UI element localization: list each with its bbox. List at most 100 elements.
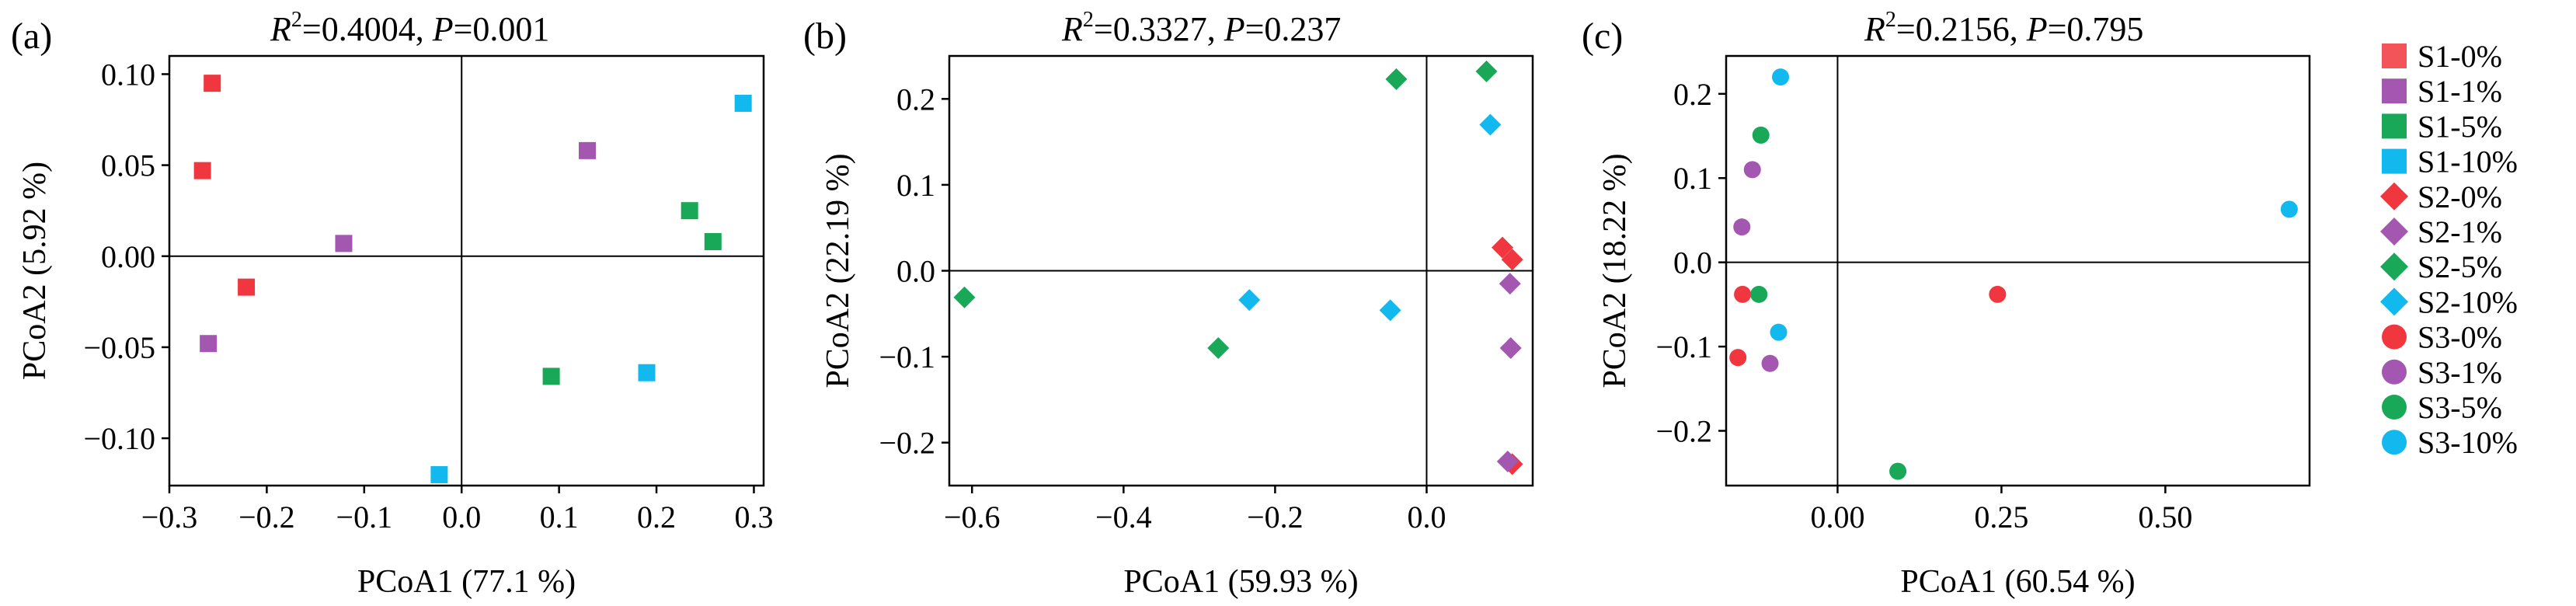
legend-diamond-icon — [2380, 252, 2408, 281]
title-r2-value: =0.2156, — [1896, 10, 2027, 48]
y-axis-label: PCoA2 (18.22 %) — [1597, 153, 1633, 388]
legend-diamond-icon — [2380, 287, 2408, 316]
data-point-circle — [1734, 285, 1752, 303]
data-point-diamond — [1207, 337, 1230, 360]
title-r-symbol: R — [1864, 10, 1885, 48]
legend: S1-0%S1-1%S1-5%S1-10%S2-0%S2-1%S2-5%S2-1… — [2380, 39, 2518, 460]
data-point-square — [638, 364, 656, 381]
x-tick-label: −0.2 — [1247, 500, 1304, 535]
legend-square-icon — [2382, 78, 2407, 104]
legend-diamond-icon — [2380, 182, 2408, 211]
data-point-diamond — [1379, 299, 1401, 322]
data-points — [1729, 68, 2298, 480]
data-point-square — [542, 367, 560, 385]
legend-circle-icon — [2382, 430, 2407, 455]
legend-square-icon — [2382, 148, 2407, 174]
data-point-diamond — [1501, 249, 1523, 271]
title-r-symbol: R — [1061, 10, 1083, 48]
legend-label: S1-1% — [2418, 74, 2502, 109]
legend-label: S2-1% — [2418, 214, 2502, 249]
title-p-symbol: P — [2026, 10, 2048, 48]
title-p-symbol: P — [1224, 10, 1245, 48]
legend-label: S1-5% — [2418, 109, 2502, 144]
title-superscript: 2 — [1885, 8, 1896, 32]
data-point-square — [335, 235, 353, 252]
data-point-circle — [1743, 161, 1761, 179]
data-point-circle — [1989, 285, 2007, 303]
legend-square-icon — [2382, 113, 2407, 139]
data-points — [953, 60, 1523, 475]
title-r-symbol: R — [270, 10, 291, 48]
x-tick-label: 0.3 — [734, 500, 773, 535]
data-point-circle — [1733, 218, 1751, 236]
data-point-diamond — [1499, 273, 1521, 295]
title-p-symbol: P — [432, 10, 454, 48]
title-superscript: 2 — [1083, 8, 1094, 32]
data-point-square — [430, 465, 448, 483]
data-point-square — [579, 141, 597, 159]
x-tick-label: 0.00 — [1810, 500, 1864, 535]
data-point-diamond — [1496, 451, 1519, 473]
panel-tag: (b) — [803, 16, 847, 57]
y-tick-label: −0.1 — [879, 340, 935, 374]
legend-circle-icon — [2382, 395, 2407, 420]
title-p-value: =0.001 — [454, 10, 550, 48]
legend-square-icon — [2382, 44, 2407, 68]
legend-label: S2-5% — [2418, 249, 2502, 284]
data-point-diamond — [1499, 337, 1522, 360]
plot-frame — [168, 54, 765, 487]
data-point-circle — [1729, 349, 1747, 367]
y-tick-label: −0.2 — [879, 426, 935, 461]
y-tick-label: 0.00 — [101, 239, 155, 274]
x-axis-label: PCoA1 (60.54 %) — [1900, 564, 2135, 600]
data-point-square — [238, 278, 256, 296]
x-axis-label: PCoA1 (59.93 %) — [1123, 564, 1358, 600]
panel-tag: (a) — [11, 16, 52, 57]
data-point-circle — [1772, 68, 1790, 86]
data-point-circle — [2280, 200, 2298, 218]
data-point-circle — [1889, 462, 1907, 480]
data-point-diamond — [1491, 236, 1513, 259]
data-point-circle — [1770, 323, 1788, 341]
data-point-square — [734, 94, 752, 112]
data-point-diamond — [953, 286, 976, 308]
legend-label: S3-0% — [2418, 320, 2502, 355]
legend-label: S1-10% — [2418, 145, 2518, 179]
x-tick-label: 0.1 — [540, 500, 579, 535]
y-tick-label: 0.2 — [1673, 77, 1712, 112]
y-tick-label: 0.2 — [896, 82, 935, 117]
data-point-diamond — [1479, 113, 1502, 136]
y-tick-label: −0.1 — [1655, 329, 1712, 364]
data-points — [193, 75, 752, 483]
data-point-circle — [1750, 285, 1768, 303]
y-tick-label: −0.05 — [83, 330, 155, 365]
plot-frame — [1725, 54, 2311, 487]
zero-lines — [949, 56, 1533, 486]
title-superscript: 2 — [291, 8, 302, 32]
y-tick-label: 0.1 — [896, 168, 935, 203]
legend-label: S3-1% — [2418, 355, 2502, 390]
y-tick-label: 0.0 — [1673, 246, 1712, 280]
data-point-square — [204, 75, 221, 92]
panel-tag: (c) — [1582, 16, 1623, 57]
y-axis-label: PCoA2 (5.92 %) — [17, 162, 53, 380]
legend-label: S2-0% — [2418, 179, 2502, 214]
data-point-diamond — [1475, 60, 1498, 82]
title-p-value: =0.795 — [2048, 10, 2144, 48]
x-tick-label: −0.2 — [238, 500, 295, 535]
title-r2-value: =0.4004, — [302, 10, 433, 48]
legend-label: S3-10% — [2418, 425, 2518, 460]
data-point-circle — [1761, 354, 1779, 372]
x-tick-label: 0.2 — [637, 500, 676, 535]
x-tick-label: 0.25 — [1974, 500, 2028, 535]
data-point-circle — [1752, 126, 1770, 144]
title-r2-value: =0.3327, — [1094, 10, 1224, 48]
x-tick-label: 0.0 — [1407, 500, 1446, 535]
title-p-value: =0.237 — [1245, 10, 1342, 48]
legend-diamond-icon — [2380, 218, 2408, 246]
y-axis-label: PCoA2 (22.19 %) — [820, 153, 856, 388]
x-tick-label: 0.0 — [442, 500, 481, 535]
x-axis-label: PCoA1 (77.1 %) — [357, 564, 576, 600]
data-point-square — [200, 335, 218, 353]
